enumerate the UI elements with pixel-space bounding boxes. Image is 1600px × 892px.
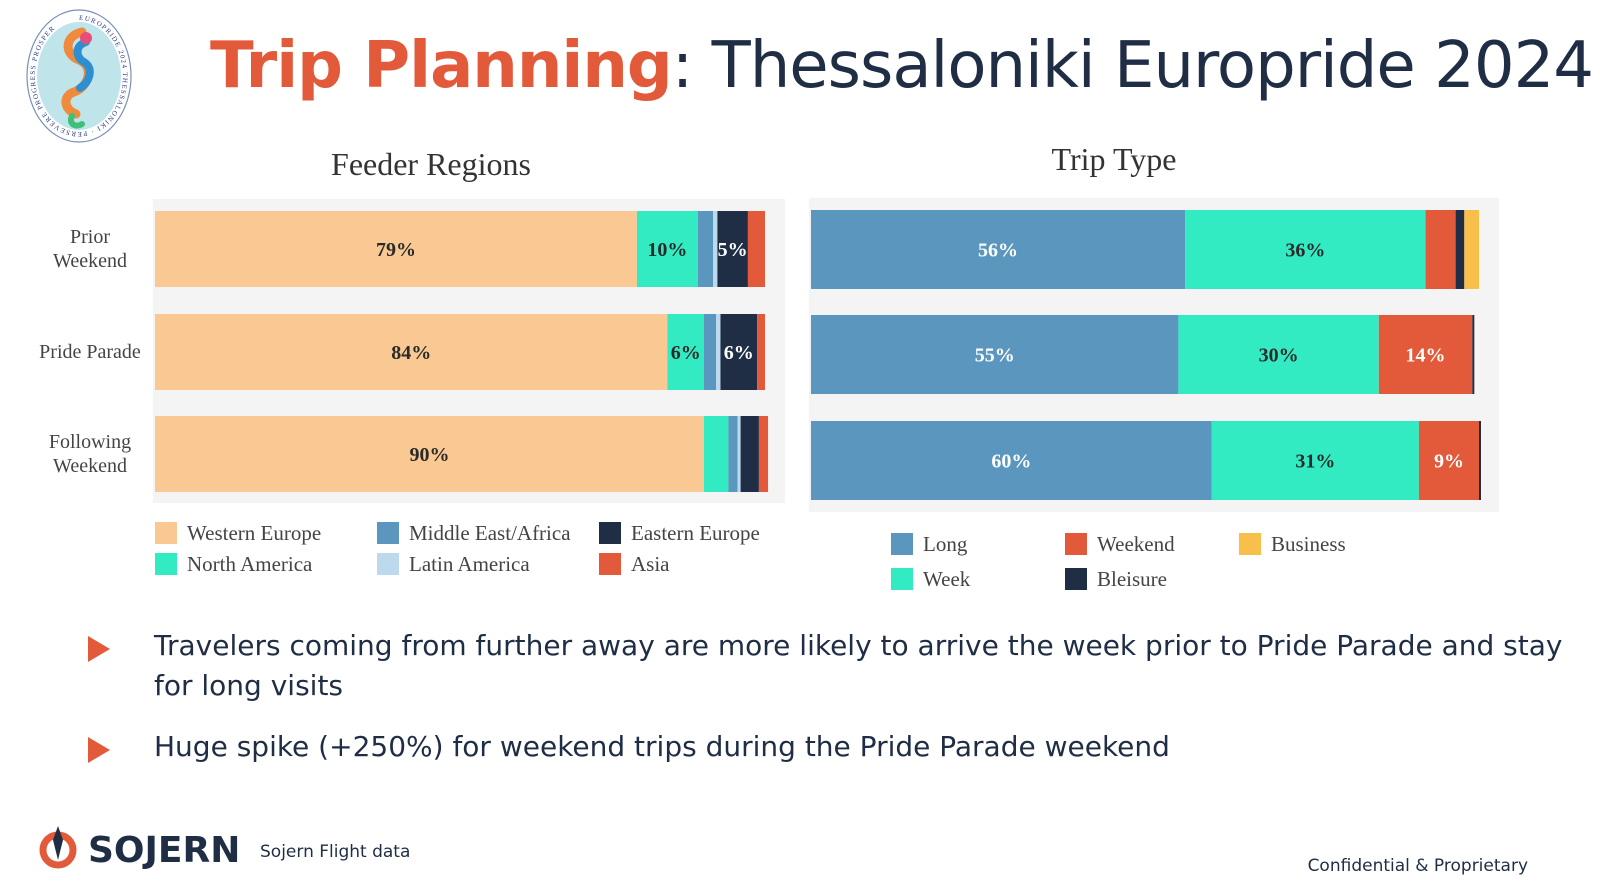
bar-asia	[747, 211, 765, 287]
title-highlight: Trip Planning	[210, 29, 673, 103]
bar-latin-america	[737, 416, 741, 492]
bar-western-europe	[155, 211, 637, 287]
data-label: 79%	[376, 239, 416, 261]
data-label: 6%	[724, 342, 754, 364]
bar-middle-east-africa	[697, 211, 714, 287]
legend-swatch-week	[891, 568, 913, 590]
data-label: 14%	[1406, 345, 1446, 367]
bar-eastern-europe	[720, 314, 758, 390]
bar-asia	[758, 416, 769, 492]
bar-bleisure	[1455, 210, 1465, 289]
data-label: 9%	[1434, 451, 1464, 473]
legend-swatch-asia	[599, 553, 621, 575]
data-label: 60%	[991, 451, 1031, 473]
legend-swatch-latin-america	[377, 553, 399, 575]
chart-title: Trip Type	[1052, 141, 1177, 177]
bar-north-america	[704, 416, 729, 492]
category-label: Following	[49, 431, 131, 453]
europride-logo: EUROPRIDE 2024 THESSALONIKI · PERSEVERE …	[24, 6, 134, 146]
legend-swatch-north-america	[155, 553, 177, 575]
category-label: Pride Parade	[39, 341, 141, 363]
sojern-logo: SOJERN	[36, 822, 246, 878]
bar-weekend	[1378, 315, 1473, 394]
bar-week	[1211, 421, 1419, 500]
chart-title: Feeder Regions	[331, 146, 531, 182]
data-label: 90%	[410, 444, 450, 466]
category-label: Prior	[70, 226, 110, 248]
bullet-arrow-icon	[88, 737, 110, 763]
confidential-note: Confidential & Proprietary	[1307, 856, 1528, 876]
bar-bleisure	[1479, 421, 1482, 500]
legend-label-latin-america: Latin America	[409, 552, 530, 576]
data-label: 84%	[391, 342, 431, 364]
bar-business	[1464, 210, 1479, 289]
legend-label-western-europe: Western Europe	[187, 521, 321, 545]
bar-long	[811, 315, 1179, 394]
bullet-text: Huge spike (+250%) for weekend trips dur…	[154, 730, 1170, 763]
legend-label-asia: Asia	[631, 552, 670, 576]
bullet-1: Travelers coming from further away are m…	[88, 626, 1568, 706]
footnote: Sojern Flight data	[260, 842, 411, 862]
legend-label-eastern-europe: Eastern Europe	[631, 521, 760, 545]
bar-week	[1178, 315, 1379, 394]
data-label: 10%	[647, 239, 687, 261]
bar-western-europe	[155, 416, 704, 492]
bullet-2: Huge spike (+250%) for weekend trips dur…	[88, 727, 1568, 767]
bar-north-america	[667, 314, 704, 390]
data-label: 5%	[718, 239, 748, 261]
data-label: 6%	[671, 342, 701, 364]
bar-weekend	[1425, 210, 1456, 289]
legend-label-bleisure: Bleisure	[1097, 567, 1167, 591]
bar-western-europe	[155, 314, 668, 390]
legend-label-business: Business	[1271, 532, 1346, 556]
data-label: 56%	[978, 240, 1018, 262]
legend-swatch-business	[1239, 533, 1261, 555]
data-label: 31%	[1295, 451, 1335, 473]
bar-latin-america	[713, 211, 718, 287]
category-label: Weekend	[53, 250, 127, 272]
bar-long	[811, 210, 1186, 289]
trip-type-chart: Trip Type 56% 36% 55% 30% 14% 60% 31% 9% Long Week…	[809, 141, 1499, 591]
legend-label-long: Long	[923, 532, 968, 556]
brand-wordmark: SOJERN	[88, 830, 240, 871]
page-title: Trip Planning: Thessaloniki Europride 20…	[210, 28, 1594, 104]
bar-latin-america	[716, 314, 721, 390]
bar-eastern-europe	[740, 416, 759, 492]
bar-bleisure	[1472, 315, 1475, 394]
bullet-arrow-icon	[88, 636, 110, 662]
title-rest: : Thessaloniki Europride 2024	[671, 29, 1594, 103]
data-label: 36%	[1285, 240, 1325, 262]
bar-week	[1185, 210, 1426, 289]
legend-label-week: Week	[923, 567, 971, 591]
data-label: 55%	[975, 345, 1015, 367]
data-label: 30%	[1259, 345, 1299, 367]
legend-swatch-bleisure	[1065, 568, 1087, 590]
bar-asia	[757, 314, 765, 390]
legend-label-weekend: Weekend	[1097, 532, 1175, 556]
legend-label-middle-east-africa: Middle East/Africa	[409, 521, 571, 545]
legend-swatch-long	[891, 533, 913, 555]
bullet-text: Travelers coming from further away are m…	[154, 629, 1563, 702]
legend-label-north-america: North America	[187, 552, 313, 576]
bar-long	[811, 421, 1212, 500]
category-label: Weekend	[53, 455, 127, 477]
bar-middle-east-africa	[728, 416, 738, 492]
bar-north-america	[636, 211, 698, 287]
legend-swatch-weekend	[1065, 533, 1087, 555]
bar-weekend	[1418, 421, 1479, 500]
legend-swatch-eastern-europe	[599, 522, 621, 544]
legend-swatch-western-europe	[155, 522, 177, 544]
bar-middle-east-africa	[704, 314, 717, 390]
legend-swatch-middle-east-africa	[377, 522, 399, 544]
bar-eastern-europe	[717, 211, 748, 287]
